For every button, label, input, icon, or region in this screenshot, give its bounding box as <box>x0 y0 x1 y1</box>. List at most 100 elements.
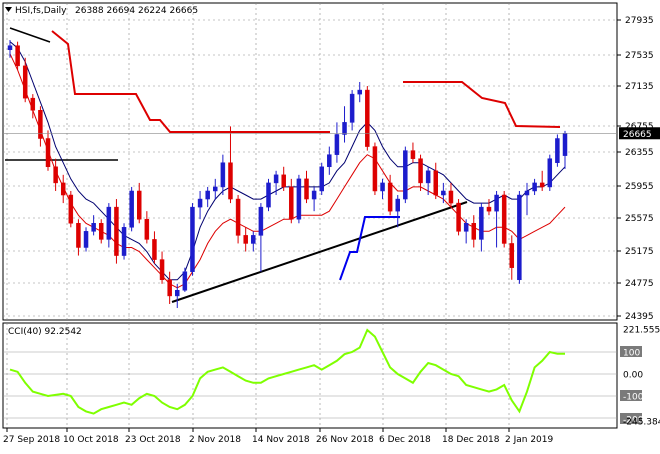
candle-body <box>30 97 36 111</box>
candle-body <box>410 150 416 159</box>
collapse-arrow-icon[interactable] <box>5 7 12 12</box>
candle-body <box>372 146 378 192</box>
cci-axis-label: 0.00 <box>623 371 643 381</box>
candle-body <box>395 198 400 212</box>
time-axis-label: 2 Nov 2018 <box>189 435 241 445</box>
candle-body <box>273 174 279 184</box>
candle-body <box>213 186 218 192</box>
cci-axis-label: 221.5552 <box>623 326 660 336</box>
candle-body <box>425 170 431 184</box>
price-axis-label: 26755 <box>625 122 654 132</box>
candle-body <box>205 190 210 200</box>
candle-body <box>509 243 515 268</box>
candle-body <box>182 271 188 291</box>
candle-body <box>524 190 530 196</box>
candle-body <box>7 45 13 50</box>
candle-body <box>228 162 233 200</box>
support-step-line <box>339 216 400 281</box>
resistance-step-line <box>51 30 561 133</box>
candle-body <box>60 182 66 196</box>
price-axis-label: 27135 <box>625 82 654 92</box>
candle-body <box>121 227 127 256</box>
candle-body <box>296 178 302 220</box>
candle-body <box>501 194 507 244</box>
cci-level-marker <box>620 413 642 424</box>
candle-body <box>114 206 119 256</box>
candle-body <box>311 190 317 200</box>
candle-body <box>68 194 74 224</box>
candle-body <box>418 158 423 184</box>
candle-body <box>136 190 142 220</box>
candle-body <box>91 223 96 232</box>
candle-body <box>448 190 454 204</box>
candle-body <box>38 110 43 139</box>
trendline <box>171 201 468 303</box>
candle-body <box>243 235 248 244</box>
price-axis-label: 26355 <box>625 148 654 158</box>
moving-average-slow <box>9 53 566 289</box>
candle-body <box>304 178 309 200</box>
candle-body <box>494 194 499 212</box>
cci-level-marker <box>620 390 642 401</box>
candle-body <box>144 218 150 240</box>
candle-body <box>334 134 340 155</box>
candle-body <box>365 89 370 147</box>
candle-body <box>319 166 324 192</box>
cci-level-marker <box>620 346 642 357</box>
candle-body <box>22 65 28 99</box>
candle-body <box>289 186 294 220</box>
time-axis-label: 6 Dec 2018 <box>379 435 431 445</box>
time-axis-label: 14 Nov 2018 <box>252 435 310 445</box>
candle-body <box>266 182 271 208</box>
candle-body <box>357 89 362 95</box>
time-axis-label: 26 Nov 2018 <box>316 435 374 445</box>
candle-body <box>197 198 203 208</box>
price-axis-label: 25955 <box>625 182 654 192</box>
candle-body <box>555 138 560 163</box>
candle-body <box>53 166 58 184</box>
candle-body <box>539 182 545 188</box>
candle-body <box>517 194 522 281</box>
candle-body <box>159 259 165 281</box>
candle-body <box>380 182 385 192</box>
candle-body <box>532 182 537 192</box>
time-axis-label: 10 Oct 2018 <box>63 435 119 445</box>
candle-body <box>463 223 469 232</box>
candle-body <box>129 190 134 228</box>
cci-axis-label: 100 <box>623 349 640 359</box>
candle-body <box>349 93 355 123</box>
price-axis-label: 27935 <box>625 16 654 26</box>
symbol-label: HSI,fs,Daily <box>15 6 67 16</box>
candle-body <box>547 158 553 188</box>
time-axis-label: 27 Sep 2018 <box>3 435 60 445</box>
candle-body <box>98 223 104 240</box>
price-axis-label: 24775 <box>625 279 654 289</box>
cci-axis-label: -100 <box>623 393 644 403</box>
candle-body <box>327 154 332 168</box>
candle-body <box>486 206 492 212</box>
ohlc-values: 26388 26694 26224 26665 <box>75 6 198 16</box>
candle-body <box>387 182 393 212</box>
candle-body <box>441 190 446 196</box>
cci-line <box>9 328 565 415</box>
cci-indicator-label: CCI(40) 92.2542 <box>8 327 82 337</box>
cci-panel-frame <box>2 322 618 429</box>
candle-body <box>83 231 89 248</box>
candle-body <box>167 279 172 297</box>
price-axis-label: 25575 <box>625 214 654 224</box>
candle-body <box>106 206 112 240</box>
candle-body <box>403 150 408 200</box>
short-trendline-top <box>9 27 51 43</box>
time-axis-label: 18 Dec 2018 <box>442 435 500 445</box>
candle-body <box>456 202 461 232</box>
cci-axis-label: -200 <box>623 416 644 426</box>
candle-body <box>471 223 477 240</box>
candle-body <box>152 239 157 260</box>
candle-body <box>342 122 347 135</box>
price-axis-label: 27535 <box>625 51 654 61</box>
last-price-marker <box>619 127 660 140</box>
cci-axis-label: -245.384 <box>623 418 660 428</box>
candle-body <box>190 206 195 272</box>
